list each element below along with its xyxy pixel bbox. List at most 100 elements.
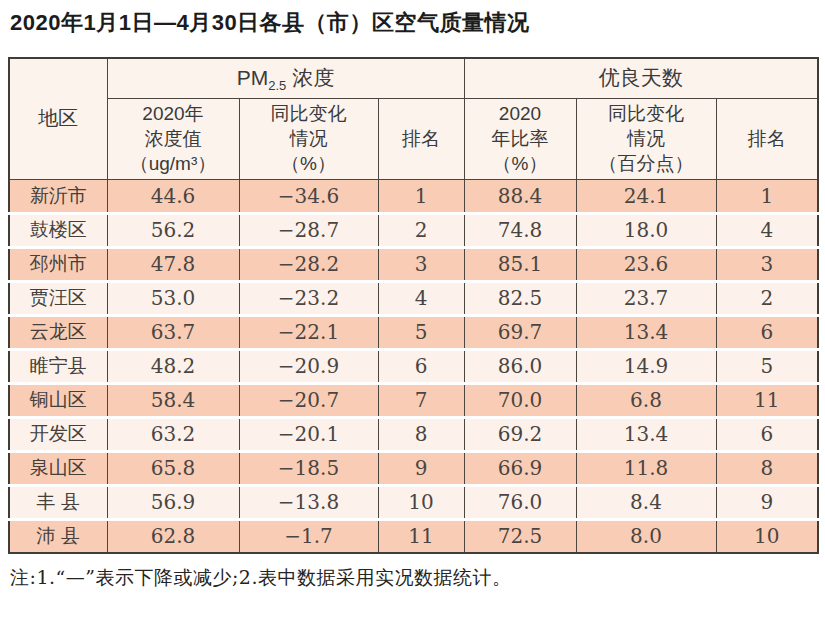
days-ratio-cell: 66.9: [464, 451, 576, 485]
footnote: 注:1.“—”表示下降或减少;2.表中数据采用实况数据统计。: [10, 565, 817, 591]
table-row: 邳州市 47.8 −28.2 3 85.1 23.6 3: [9, 247, 818, 281]
pm-change-cell: −13.8: [239, 485, 378, 519]
pm-change-cell: −18.5: [239, 451, 378, 485]
pm-rank-cell: 2: [378, 213, 464, 247]
table-row: 丰 县 56.9 −13.8 10 76.0 8.4 9: [9, 485, 818, 519]
pm-value-cell: 47.8: [107, 247, 239, 281]
pm-rank-cell: 8: [378, 417, 464, 451]
pm-rank-cell: 1: [378, 179, 464, 213]
table-row: 沛 县 62.8 −1.7 11 72.5 8.0 10: [9, 519, 818, 553]
days-ratio-cell: 86.0: [464, 349, 576, 383]
pm-rank-cell: 3: [378, 247, 464, 281]
days-change-cell: 13.4: [576, 417, 716, 451]
pm-rank-cell: 9: [378, 451, 464, 485]
days-change-cell: 6.8: [576, 383, 716, 417]
days-ratio-cell: 72.5: [464, 519, 576, 553]
days-change-cell: 8.0: [576, 519, 716, 553]
pm-change-cell: −20.7: [239, 383, 378, 417]
days-change-cell: 24.1: [576, 179, 716, 213]
region-cell: 云龙区: [9, 315, 107, 349]
pm-change-cell: −22.1: [239, 315, 378, 349]
pm-rank-cell: 6: [378, 349, 464, 383]
days-ratio-cell: 69.7: [464, 315, 576, 349]
header-pm-value: 2020年 浓度值 （ug/m³）: [107, 98, 239, 179]
pm-change-cell: −23.2: [239, 281, 378, 315]
days-rank-cell: 5: [716, 349, 818, 383]
pm-value-cell: 62.8: [107, 519, 239, 553]
days-ratio-cell: 88.4: [464, 179, 576, 213]
pm-value-cell: 63.7: [107, 315, 239, 349]
pm-subscript: 2.5: [268, 78, 286, 93]
days-ratio-cell: 82.5: [464, 281, 576, 315]
days-rank-cell: 3: [716, 247, 818, 281]
pm-value-cell: 44.6: [107, 179, 239, 213]
days-change-cell: 8.4: [576, 485, 716, 519]
header-pm-rank: 排名: [378, 98, 464, 179]
days-rank-cell: 6: [716, 315, 818, 349]
days-change-cell: 23.7: [576, 281, 716, 315]
table-row: 鼓楼区 56.2 −28.7 2 74.8 18.0 4: [9, 213, 818, 247]
days-change-cell: 23.6: [576, 247, 716, 281]
pm-label: PM: [237, 66, 269, 89]
days-rank-cell: 11: [716, 383, 818, 417]
region-cell: 泉山区: [9, 451, 107, 485]
pm-change-cell: −20.9: [239, 349, 378, 383]
days-change-cell: 14.9: [576, 349, 716, 383]
pm-value-cell: 63.2: [107, 417, 239, 451]
days-rank-cell: 4: [716, 213, 818, 247]
pm-change-cell: −28.2: [239, 247, 378, 281]
sub-header-row: 2020年 浓度值 （ug/m³） 同比变化 情况 （%） 排名 2020 年比…: [9, 98, 818, 179]
header-days-rank: 排名: [716, 98, 818, 179]
pm-value-cell: 56.9: [107, 485, 239, 519]
days-change-cell: 18.0: [576, 213, 716, 247]
pm-change-cell: −20.1: [239, 417, 378, 451]
pm-rank-cell: 4: [378, 281, 464, 315]
days-ratio-cell: 70.0: [464, 383, 576, 417]
table-row: 铜山区 58.4 −20.7 7 70.0 6.8 11: [9, 383, 818, 417]
pm-rank-cell: 11: [378, 519, 464, 553]
pm-value-cell: 65.8: [107, 451, 239, 485]
region-cell: 鼓楼区: [9, 213, 107, 247]
pm-rank-cell: 7: [378, 383, 464, 417]
table-row: 贾汪区 53.0 −23.2 4 82.5 23.7 2: [9, 281, 818, 315]
days-rank-cell: 1: [716, 179, 818, 213]
region-cell: 邳州市: [9, 247, 107, 281]
header-days-ratio: 2020 年比率 （%）: [464, 98, 576, 179]
pm-change-cell: −1.7: [239, 519, 378, 553]
pm-value-cell: 53.0: [107, 281, 239, 315]
days-rank-cell: 8: [716, 451, 818, 485]
days-rank-cell: 6: [716, 417, 818, 451]
table-body: 新沂市 44.6 −34.6 1 88.4 24.1 1 鼓楼区 56.2 −2…: [9, 179, 818, 553]
days-change-cell: 13.4: [576, 315, 716, 349]
days-ratio-cell: 85.1: [464, 247, 576, 281]
header-region: 地区: [9, 58, 107, 179]
pm-value-cell: 56.2: [107, 213, 239, 247]
header-group-pm25: PM2.5 浓度: [107, 58, 464, 98]
air-quality-table: 地区 PM2.5 浓度 优良天数 2020年 浓度值 （ug/m³） 同比变化 情…: [8, 57, 819, 554]
days-rank-cell: 10: [716, 519, 818, 553]
region-cell: 丰 县: [9, 485, 107, 519]
table-row: 开发区 63.2 −20.1 8 69.2 13.4 6: [9, 417, 818, 451]
page-title: 2020年1月1日—4月30日各县（市）区空气质量情况: [10, 8, 817, 38]
region-cell: 贾汪区: [9, 281, 107, 315]
days-rank-cell: 9: [716, 485, 818, 519]
region-cell: 新沂市: [9, 179, 107, 213]
table-row: 云龙区 63.7 −22.1 5 69.7 13.4 6: [9, 315, 818, 349]
days-ratio-cell: 76.0: [464, 485, 576, 519]
pm-suffix-label: 浓度: [292, 66, 334, 89]
pm-value-cell: 48.2: [107, 349, 239, 383]
header-pm-change: 同比变化 情况 （%）: [239, 98, 378, 179]
header-days-change: 同比变化 情况 （百分点）: [576, 98, 716, 179]
days-ratio-cell: 69.2: [464, 417, 576, 451]
pm-change-cell: −34.6: [239, 179, 378, 213]
pm-rank-cell: 10: [378, 485, 464, 519]
header-group-good-days: 优良天数: [464, 58, 818, 98]
region-cell: 铜山区: [9, 383, 107, 417]
table-row: 睢宁县 48.2 −20.9 6 86.0 14.9 5: [9, 349, 818, 383]
region-cell: 开发区: [9, 417, 107, 451]
days-ratio-cell: 74.8: [464, 213, 576, 247]
region-cell: 睢宁县: [9, 349, 107, 383]
table-row: 泉山区 65.8 −18.5 9 66.9 11.8 8: [9, 451, 818, 485]
group-header-row: 地区 PM2.5浓度 优良天数: [9, 58, 818, 98]
pm-change-cell: −28.7: [239, 213, 378, 247]
